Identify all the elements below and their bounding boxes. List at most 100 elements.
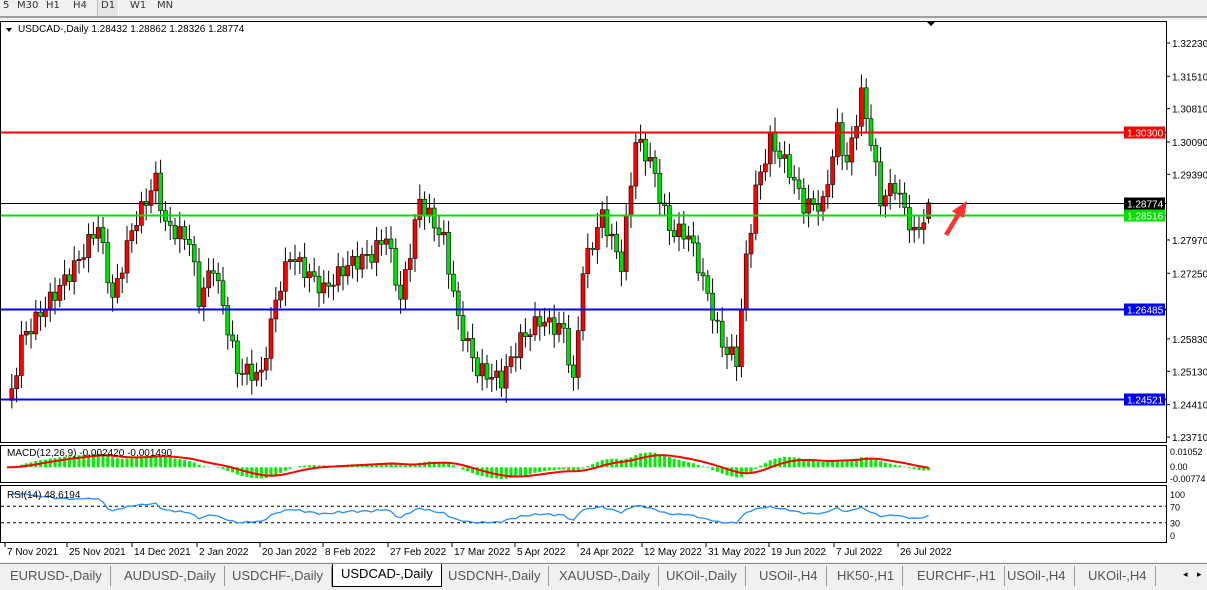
- candle: [787, 154, 792, 178]
- candle: [249, 363, 255, 381]
- candle: [691, 235, 696, 244]
- date-tick-label: 31 May 2022: [708, 547, 766, 558]
- candle: [316, 275, 322, 294]
- timeframe-toolbar: 5 M30 H1 H4 D1 W1 MN: [0, 0, 1207, 18]
- candle: [302, 257, 307, 278]
- candle: [547, 317, 552, 323]
- date-tick-label: 5 Apr 2022: [517, 547, 566, 558]
- candle: [297, 257, 303, 262]
- chart-canvas[interactable]: 1.32230 1.31510 1.30810 1.30090 1.29390 1.279…: [0, 20, 1207, 562]
- candle: [383, 238, 389, 245]
- candle: [878, 161, 883, 207]
- candle: [369, 254, 375, 263]
- price-label: 1.26485: [1127, 306, 1164, 317]
- candle: [211, 270, 216, 274]
- candle: [566, 327, 571, 366]
- candle: [417, 198, 423, 220]
- tab-eurchf-h1[interactable]: EURCHF-,H1: [909, 566, 1005, 586]
- tab-xauusd-daily[interactable]: XAUUSD-,Daily: [551, 566, 660, 586]
- candle: [580, 273, 586, 332]
- candle: [244, 363, 250, 375]
- candle: [758, 171, 763, 186]
- candle: [359, 254, 365, 270]
- candle: [532, 316, 538, 336]
- timeframe-d1[interactable]: D1: [97, 0, 120, 16]
- candle: [355, 256, 360, 270]
- candle: [604, 209, 610, 237]
- candle: [307, 271, 312, 278]
- candle: [859, 87, 864, 127]
- rsi-tick-label: 70: [1170, 502, 1180, 512]
- candle: [681, 223, 687, 240]
- candle: [921, 222, 927, 230]
- candle: [700, 272, 706, 277]
- candle: [806, 198, 811, 214]
- candle: [148, 190, 154, 206]
- candle: [412, 219, 418, 259]
- candle: [57, 284, 63, 301]
- candle: [811, 198, 816, 206]
- price-label: 1.24521: [1127, 396, 1164, 407]
- candle: [139, 201, 144, 226]
- candle: [283, 261, 288, 292]
- candle: [849, 137, 855, 163]
- candle: [153, 172, 159, 192]
- candle: [753, 184, 759, 234]
- candle: [455, 290, 461, 316]
- chart-title: USDCAD-,Daily 1.28432 1.28862 1.28326 1.…: [18, 24, 245, 35]
- timeframe-h1[interactable]: H1: [46, 0, 60, 11]
- candle: [686, 235, 691, 240]
- date-tick-label: 12 May 2022: [644, 547, 702, 558]
- tab-usdcad-daily[interactable]: USDCAD-,Daily: [332, 564, 442, 587]
- candle: [633, 142, 639, 187]
- tab-usdchf-daily[interactable]: USDCHF-,Daily: [224, 566, 332, 586]
- scroll-right-icon[interactable]: ▸: [1197, 570, 1202, 580]
- scroll-left-icon[interactable]: ◂: [1183, 570, 1188, 580]
- tab-usoil-h4[interactable]: USOil-,H4: [751, 566, 827, 586]
- candle: [815, 204, 821, 212]
- candle: [729, 346, 735, 355]
- timeframe-w1[interactable]: W1: [130, 0, 147, 11]
- price-tick-label: 1.27250: [1172, 269, 1207, 280]
- tab-ukoil-daily[interactable]: UKOil-,Daily: [658, 566, 746, 586]
- candle: [643, 138, 648, 162]
- price-label: 1.28774: [1127, 200, 1164, 211]
- candle: [561, 323, 567, 329]
- candle: [499, 370, 504, 389]
- candle: [115, 278, 120, 298]
- candle: [494, 370, 499, 378]
- candle: [883, 195, 888, 207]
- date-tick-label: 17 Mar 2022: [454, 547, 511, 558]
- candle: [465, 338, 471, 341]
- tab-audusd-daily[interactable]: AUDUSD-,Daily: [116, 566, 225, 586]
- candle: [523, 332, 528, 337]
- candle: [667, 205, 672, 231]
- timeframe-h4[interactable]: H4: [73, 0, 87, 11]
- candle: [844, 155, 850, 163]
- timeframe-mn[interactable]: MN: [157, 0, 174, 11]
- candle: [614, 233, 619, 253]
- timeframe-m30[interactable]: M30: [17, 0, 39, 11]
- candle: [191, 244, 197, 263]
- candle: [335, 266, 341, 286]
- candle: [839, 122, 845, 156]
- candle: [52, 291, 58, 301]
- macd-tick-label: -0.00774: [1170, 474, 1206, 484]
- tab-hk50-h1[interactable]: HK50-,H1: [829, 566, 904, 586]
- candle: [278, 290, 283, 301]
- candle: [431, 207, 437, 229]
- tab-eurusd-daily[interactable]: EURUSD-,Daily: [2, 566, 111, 586]
- tab-ukoil-h4[interactable]: UKOil-,H4: [1080, 566, 1156, 586]
- candle: [172, 225, 178, 240]
- candle: [835, 122, 840, 158]
- tab-usdcnh-daily[interactable]: USDCNH-,Daily: [440, 566, 550, 586]
- candle: [518, 332, 523, 359]
- candle: [585, 247, 591, 275]
- price-label-box: [1124, 126, 1165, 139]
- candle: [206, 270, 211, 289]
- candle: [863, 87, 869, 120]
- chart-window[interactable]: 1.32230 1.31510 1.30810 1.30090 1.29390 1.279…: [0, 20, 1207, 562]
- tab-usoil-h4[interactable]: USOil-,H4: [999, 566, 1075, 586]
- rsi-label: RSI(14) 48.6194: [7, 490, 81, 501]
- timeframe-m5[interactable]: 5: [3, 0, 10, 11]
